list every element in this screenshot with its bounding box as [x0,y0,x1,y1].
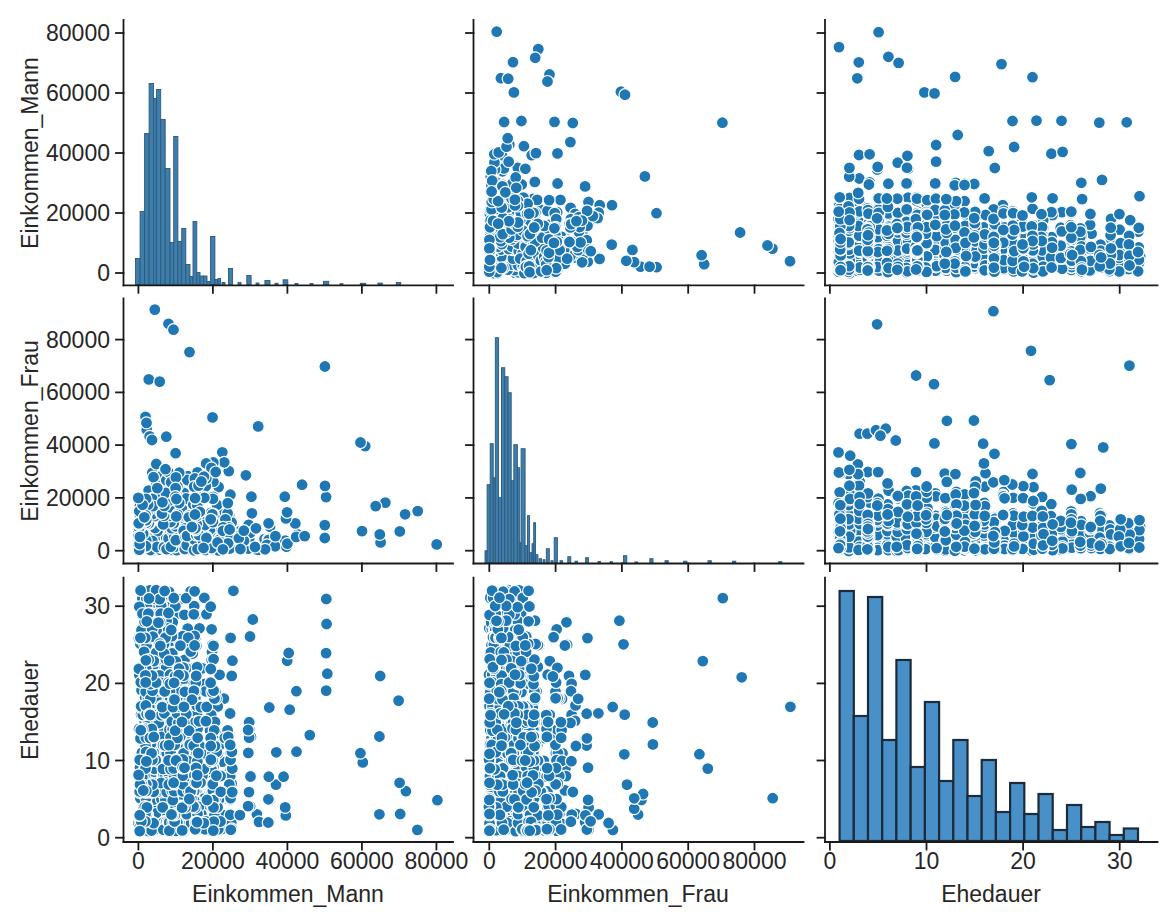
svg-text:Einkommen_Mann: Einkommen_Mann [17,57,43,249]
svg-text:30: 30 [1107,848,1133,874]
svg-text:40000: 40000 [590,848,654,874]
svg-text:60000: 60000 [656,848,720,874]
svg-text:0: 0 [132,848,145,874]
svg-text:0: 0 [97,538,110,564]
svg-text:0: 0 [824,848,837,874]
svg-text:30: 30 [84,593,110,619]
svg-text:20000: 20000 [524,848,588,874]
svg-text:Ehedauer: Ehedauer [941,881,1041,907]
svg-text:40000: 40000 [46,140,110,166]
svg-text:Einkommen_Mann: Einkommen_Mann [192,881,384,907]
svg-text:80000: 80000 [723,848,787,874]
svg-text:Ehedauer: Ehedauer [17,660,43,760]
svg-text:0: 0 [97,260,110,286]
svg-text:60000: 60000 [330,848,394,874]
svg-text:60000: 60000 [46,379,110,405]
svg-text:Einkommen_Frau: Einkommen_Frau [17,340,43,522]
svg-text:Einkommen_Frau: Einkommen_Frau [547,881,729,907]
svg-text:10: 10 [914,848,940,874]
svg-text:20: 20 [84,670,110,696]
svg-text:80000: 80000 [46,20,110,46]
svg-text:60000: 60000 [46,80,110,106]
svg-text:20: 20 [1010,848,1036,874]
svg-text:40000: 40000 [46,432,110,458]
svg-text:20000: 20000 [46,485,110,511]
svg-text:80000: 80000 [46,327,110,353]
svg-text:20000: 20000 [46,200,110,226]
svg-text:10: 10 [84,748,110,774]
svg-text:0: 0 [97,825,110,851]
svg-text:0: 0 [483,848,496,874]
svg-text:80000: 80000 [404,848,468,874]
svg-text:40000: 40000 [255,848,319,874]
svg-text:20000: 20000 [181,848,245,874]
